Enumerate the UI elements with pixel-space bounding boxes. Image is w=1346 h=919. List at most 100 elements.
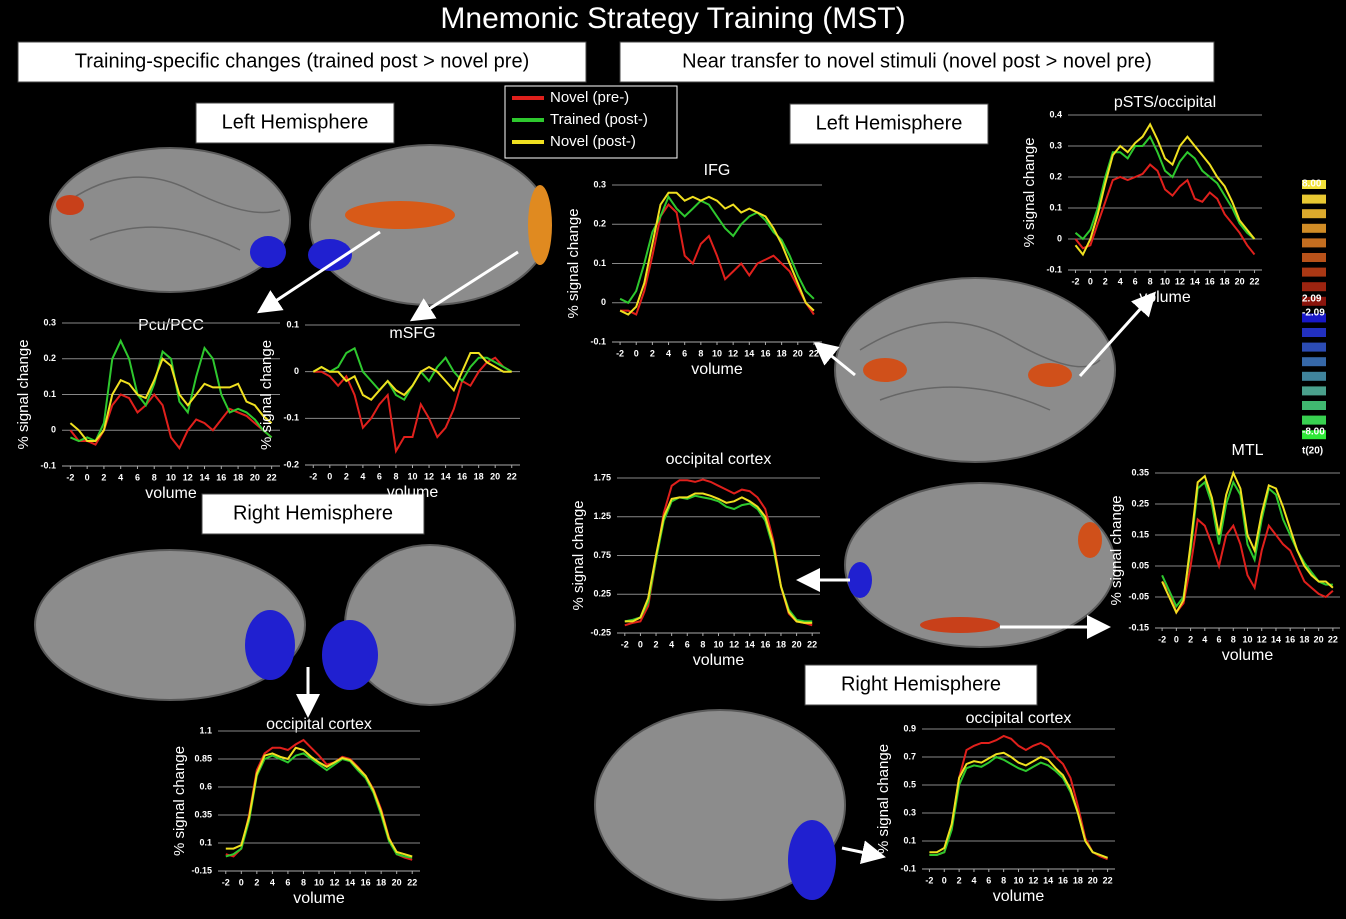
activation <box>788 820 836 900</box>
x-tick-label: 12 <box>330 877 340 887</box>
x-tick-label: 16 <box>1058 875 1068 885</box>
x-tick-label: -2 <box>621 639 629 649</box>
x-tick-label: -2 <box>222 877 230 887</box>
colorbar-swatch <box>1302 401 1326 410</box>
y-axis-label: % signal change <box>15 339 32 449</box>
x-tick-label: 14 <box>744 348 754 358</box>
x-tick-label: 4 <box>360 471 365 481</box>
y-tick-label: -0.1 <box>900 863 916 873</box>
x-tick-label: 10 <box>314 877 324 887</box>
x-tick-label: 14 <box>200 472 210 482</box>
x-tick-label: 12 <box>1028 875 1038 885</box>
colorbar-swatch <box>1302 253 1326 262</box>
x-tick-label: 20 <box>793 348 803 358</box>
x-tick-label: 4 <box>270 877 275 887</box>
x-tick-label: 16 <box>760 348 770 358</box>
x-tick-label: 8 <box>152 472 157 482</box>
activation <box>56 195 84 215</box>
colorbar-swatch <box>1302 372 1326 381</box>
colorbar-label: t(20) <box>1302 446 1323 457</box>
line-chart: MTL-0.15-0.050.050.150.250.35-2024681012… <box>1108 442 1340 664</box>
x-tick-label: 10 <box>713 639 723 649</box>
hemisphere-label: Right Hemisphere <box>233 502 393 524</box>
x-tick-label: 22 <box>407 877 417 887</box>
x-tick-label: 18 <box>233 472 243 482</box>
y-tick-label: 0.2 <box>593 219 606 229</box>
y-tick-label: 0.35 <box>194 809 212 819</box>
chart-title: mSFG <box>389 325 435 342</box>
x-tick-label: 2 <box>344 471 349 481</box>
x-tick-label: 16 <box>457 471 467 481</box>
colorbar-swatch <box>1302 328 1326 337</box>
line-chart: occipital cortex-0.10.10.30.50.70.9-2024… <box>875 710 1115 905</box>
y-tick-label: 0.75 <box>593 550 611 560</box>
y-tick-label: 0.3 <box>1049 140 1062 150</box>
x-tick-label: 4 <box>118 472 123 482</box>
y-tick-label: -0.1 <box>40 460 56 470</box>
y-tick-label: 0 <box>51 425 56 435</box>
x-tick-label: -2 <box>1071 276 1079 286</box>
x-tick-label: 14 <box>1043 875 1053 885</box>
x-tick-label: 0 <box>239 877 244 887</box>
x-tick-label: 18 <box>1299 634 1309 644</box>
x-tick-label: 12 <box>424 471 434 481</box>
x-tick-label: -2 <box>616 348 624 358</box>
line-chart: occipital cortex-0.150.10.350.60.851.1-2… <box>171 716 420 907</box>
y-tick-label: 0.2 <box>43 353 56 363</box>
colorbar-swatch <box>1302 224 1326 233</box>
x-tick-label: 18 <box>777 348 787 358</box>
y-tick-label: 0.3 <box>43 317 56 327</box>
x-tick-label: 22 <box>1103 875 1113 885</box>
y-tick-label: 0.35 <box>1131 467 1149 477</box>
x-tick-label: 20 <box>792 639 802 649</box>
x-tick-label: 10 <box>1013 875 1023 885</box>
series-line <box>70 395 271 449</box>
x-tick-label: 8 <box>698 348 703 358</box>
x-tick-label: 12 <box>728 348 738 358</box>
y-axis-label: % signal change <box>875 744 892 854</box>
x-tick-label: 22 <box>1250 276 1260 286</box>
colorbar-label: -2.09 <box>1302 308 1325 319</box>
x-tick-label: 20 <box>392 877 402 887</box>
x-tick-label: 16 <box>1205 276 1215 286</box>
x-tick-label: 20 <box>490 471 500 481</box>
y-tick-label: 0.15 <box>1131 529 1149 539</box>
x-tick-label: 18 <box>474 471 484 481</box>
y-tick-label: 1.25 <box>593 511 611 521</box>
x-tick-label: 8 <box>1001 875 1006 885</box>
series-line <box>1076 165 1255 255</box>
x-tick-label: 2 <box>650 348 655 358</box>
y-axis-label: % signal change <box>1021 137 1038 247</box>
y-tick-label: 0.85 <box>194 753 212 763</box>
x-tick-label: 0 <box>638 639 643 649</box>
x-tick-label: 14 <box>345 877 355 887</box>
chart-title: MTL <box>1232 442 1264 459</box>
x-tick-label: 6 <box>285 877 290 887</box>
y-tick-label: 0.7 <box>903 751 916 761</box>
x-tick-label: 22 <box>807 639 817 649</box>
x-axis-label: volume <box>1222 647 1274 664</box>
x-tick-label: 10 <box>712 348 722 358</box>
x-tick-label: 4 <box>1118 276 1123 286</box>
activation <box>848 562 872 598</box>
legend-label: Novel (post-) <box>550 133 636 150</box>
x-tick-label: 6 <box>135 472 140 482</box>
y-tick-label: -0.1 <box>590 336 606 346</box>
x-tick-label: 6 <box>1133 276 1138 286</box>
activation <box>920 617 1000 633</box>
x-tick-label: 8 <box>700 639 705 649</box>
legend-label: Novel (pre-) <box>550 89 629 106</box>
x-tick-label: 2 <box>1103 276 1108 286</box>
x-tick-label: 2 <box>101 472 106 482</box>
x-tick-label: 10 <box>166 472 176 482</box>
activation <box>1028 363 1072 387</box>
y-tick-label: 0.9 <box>903 723 916 733</box>
line-chart: occipital cortex-0.250.250.751.251.75-20… <box>570 451 820 669</box>
x-tick-label: 10 <box>1160 276 1170 286</box>
x-tick-label: 8 <box>301 877 306 887</box>
figure: Mnemonic Strategy Training (MST) Trainin… <box>0 0 1346 919</box>
colorbar-label: 8.00 <box>1302 179 1322 190</box>
y-axis-label: % signal change <box>565 208 582 318</box>
